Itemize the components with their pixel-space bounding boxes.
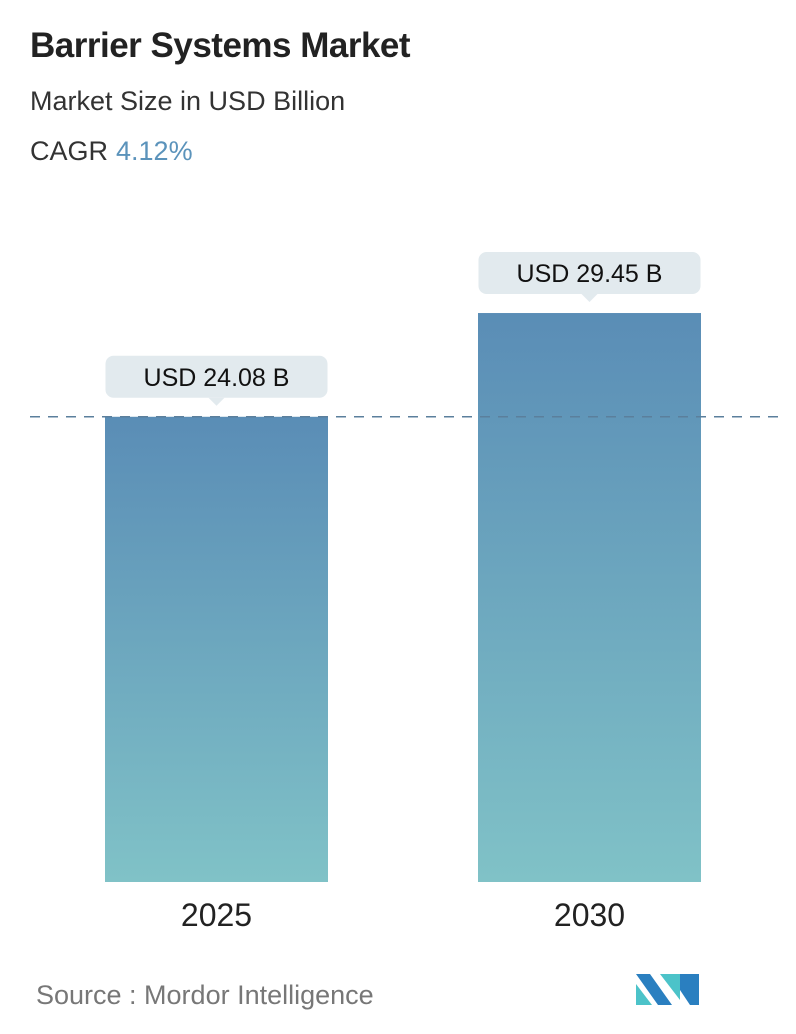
chart-title: Barrier Systems Market (30, 26, 411, 65)
x-tick-label: 2030 (554, 897, 625, 933)
source-text: Source : Mordor Intelligence (36, 980, 374, 1010)
chart-subtitle: Market Size in USD Billion (30, 86, 346, 116)
x-tick-label: 2025 (181, 897, 252, 933)
cagr-value: 4.12% (116, 136, 193, 166)
data-label: USD 24.08 B (144, 364, 290, 392)
cagr-label: CAGR (30, 136, 109, 166)
data-label-bg (478, 252, 701, 295)
bar-2025 (105, 416, 328, 882)
bar-2030 (478, 313, 701, 882)
data-label-pointer (581, 294, 598, 303)
data-label-pointer (208, 397, 225, 406)
cagr: CAGR 4.12% (30, 136, 193, 167)
data-label-bg (105, 355, 328, 398)
data-label: USD 29.45 B (517, 260, 663, 288)
